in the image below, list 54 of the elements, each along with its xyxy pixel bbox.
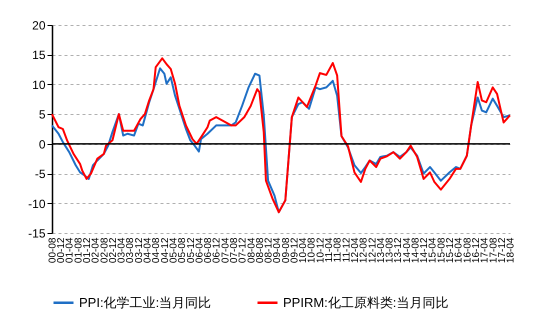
x-tick-label: 18-04	[506, 237, 516, 264]
x-tick-label: 01-08	[73, 237, 84, 264]
x-tick-label: 11-08	[332, 237, 344, 262]
x-tick-label: 16-04	[454, 237, 465, 264]
x-tick-label: 05-12	[186, 237, 197, 264]
x-tick-label: 17-12	[496, 237, 508, 264]
legend-label: PPIRM:化工原料类:当月同比	[283, 294, 448, 310]
x-tick-label: 09-04	[272, 237, 284, 264]
x-tick-label: 11-04	[324, 237, 335, 262]
x-tick-label: 16-12	[471, 237, 482, 264]
x-tick-label: 05-08	[177, 237, 188, 264]
x-tick-label: 10-12	[315, 237, 326, 264]
y-tick-label: 0	[38, 137, 46, 152]
y-tick-label: 15	[32, 48, 46, 62]
y-tick-label: -10	[28, 196, 46, 211]
x-tick-label: 07-12	[238, 237, 249, 264]
x-tick-label: 13-04	[376, 237, 387, 264]
legend-label: PPI:化学工业:当月同比	[79, 294, 212, 310]
x-tick-label: 04-08	[151, 237, 162, 264]
x-tick-label: 14-08	[410, 237, 422, 264]
x-tick-label: 07-08	[228, 237, 240, 264]
x-tick-label: 02-12	[108, 237, 119, 264]
x-tick-label: 06-12	[212, 237, 223, 264]
x-tick-label: 08-04	[246, 237, 258, 264]
y-tick-label: 20	[32, 18, 46, 32]
x-tick-label: 00-08	[48, 237, 58, 264]
x-tick-label: 17-04	[480, 237, 491, 264]
y-tick-label: 5	[38, 108, 46, 122]
x-tick-label: 11-12	[341, 237, 352, 262]
x-tick-label: 05-04	[168, 237, 180, 264]
x-tick-label: 12-04	[350, 237, 361, 264]
y-tick-label: 10	[32, 78, 46, 92]
x-tick-label: 14-04	[402, 237, 413, 264]
x-tick-label: 13-12	[393, 237, 404, 264]
x-tick-label: 10-08	[306, 237, 318, 264]
x-tick-label: 16-08	[462, 237, 474, 264]
x-tick-label: 01-04	[64, 237, 76, 264]
x-tick-label: 07-04	[220, 237, 232, 264]
x-tick-label: 02-08	[99, 237, 110, 264]
x-tick-label: 15-04	[428, 237, 439, 264]
y-tick-label: -5	[34, 167, 46, 182]
x-tick-label: 04-12	[160, 237, 171, 264]
x-tick-label: 15-08	[436, 237, 448, 264]
x-tick-label: 06-04	[194, 237, 206, 264]
x-tick-label: 09-08	[280, 237, 292, 264]
x-tick-label: 03-12	[134, 237, 145, 264]
x-tick-label: 02-04	[90, 237, 102, 264]
x-tick-label: 09-12	[289, 237, 300, 264]
y-tick-label: -15	[28, 226, 46, 240]
x-tick-label: 03-08	[125, 237, 136, 264]
x-tick-label: 12-12	[367, 237, 378, 264]
x-tick-label: 08-08	[254, 237, 266, 264]
x-tick-label: 17-08	[488, 237, 500, 264]
x-tick-label: 12-08	[358, 237, 370, 264]
